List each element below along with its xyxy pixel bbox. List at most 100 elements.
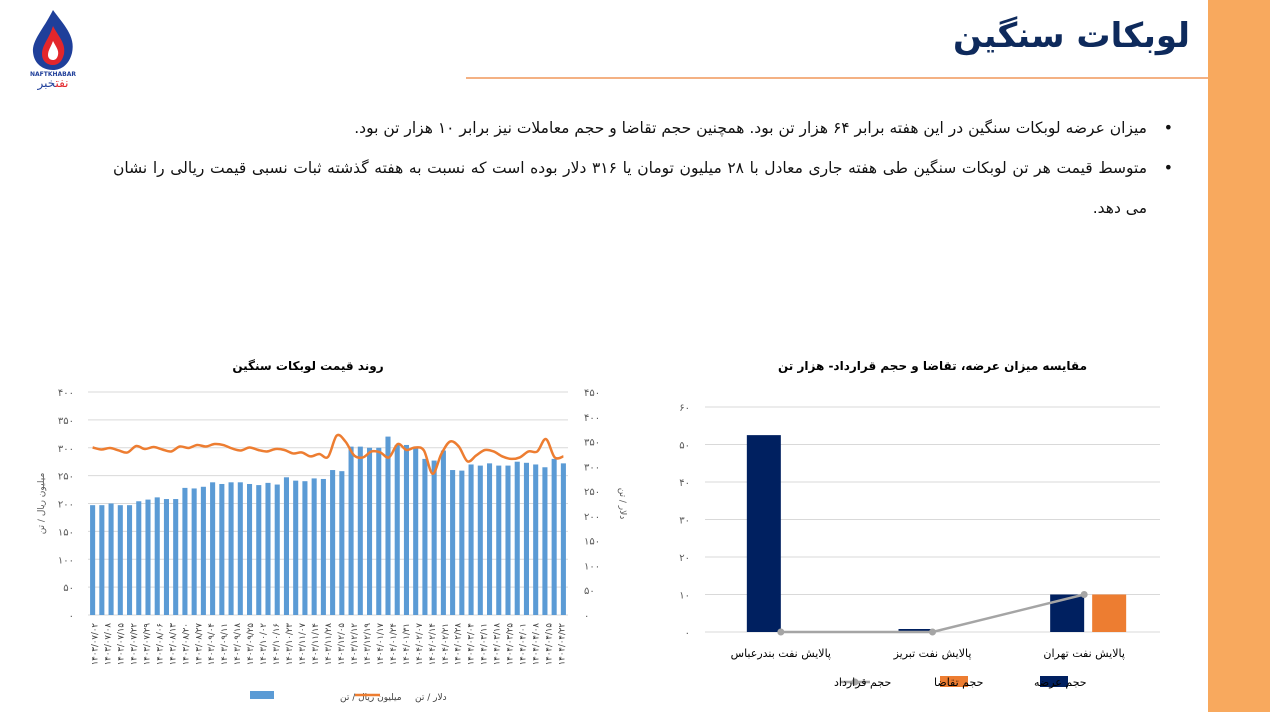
- page-title: لوبکات سنگین: [953, 16, 1190, 56]
- x-tick-label: ۱۴۰۳/۰۷/۰۸: [103, 623, 113, 666]
- bar: [311, 478, 317, 615]
- x-tick-label: ۱۴۰۳/۰۹/۱۱: [220, 623, 230, 665]
- bar: [163, 499, 169, 615]
- x-tick-label: ۱۴۰۴/۰۴/۰۸: [532, 623, 542, 666]
- y-tick-label-right: ۴۰۰: [584, 413, 600, 424]
- y-axis-label-left: میلیون ریال / تن: [37, 473, 47, 535]
- y-tick-label: ۲۰: [679, 553, 690, 564]
- legend-label: میلیون ریال / تن: [340, 693, 402, 703]
- y-tick-label-left: ۴۰۰: [58, 388, 74, 399]
- legend-label: حجم قرارداد: [834, 676, 891, 689]
- bar: [431, 460, 437, 615]
- x-tick-label: ۱۴۰۴/۰۱/۱۷: [376, 623, 386, 666]
- bar: [440, 450, 446, 615]
- x-tick-label: ۱۴۰۳/۰۷/۲۹: [142, 623, 152, 666]
- x-tick-label: پالایش نفت تهران: [1043, 647, 1125, 660]
- x-tick-label: ۱۴۰۳/۰۸/۰۶: [155, 623, 165, 665]
- y-tick-label-right: ۳۰۰: [584, 462, 600, 473]
- x-tick-label: ۱۴۰۴/۰۳/۱۱: [480, 623, 490, 665]
- x-tick-label: ۱۴۰۴/۰۲/۲۸: [454, 623, 464, 666]
- y-tick-label: ۱۰: [679, 591, 690, 602]
- bar: [523, 462, 529, 615]
- x-tick-label: ۱۴۰۳/۱۱/۱۴: [311, 623, 321, 665]
- bar: [746, 435, 781, 632]
- y-tick-label-right: ۳۵۰: [584, 438, 600, 449]
- chart-title: مقایسه میزان عرضه، تقاضا و حجم قرارداد- …: [778, 359, 1087, 374]
- y-tick-label-right: ۴۵۰: [584, 388, 600, 399]
- x-tick-label: ۱۴۰۳/۱۰/۲۳: [285, 623, 295, 666]
- bar: [228, 482, 234, 615]
- y-tick-label-left: ۵۰: [63, 583, 74, 594]
- line-point: [929, 628, 936, 636]
- x-tick-label: ۱۴۰۳/۱۱/۲۸: [324, 623, 334, 666]
- y-tick-label-right: ۱۵۰: [584, 537, 600, 548]
- logo-fa-red: نفت: [54, 76, 68, 90]
- legend-label: حجم تقاضا: [934, 676, 983, 689]
- legend-swatch: [1040, 676, 1068, 687]
- y-tick-label: ۶۰: [679, 403, 690, 414]
- x-tick-label: ۱۴۰۳/۱۲/۱۲: [350, 623, 360, 666]
- bar: [542, 467, 548, 615]
- bar: [127, 505, 133, 615]
- bar: [145, 499, 151, 615]
- bar: [136, 501, 142, 615]
- bar: [487, 463, 493, 615]
- y-tick-label: ۵۰: [679, 441, 690, 452]
- y-tick-label-left: ۲۰۰: [58, 500, 74, 511]
- y-tick-label-right: ۲۰۰: [584, 512, 600, 523]
- x-tick-label: ۱۴۰۴/۰۳/۰۴: [467, 623, 477, 665]
- y-axis-label-right: دلار / تن: [617, 488, 627, 520]
- y-tick-label-left: ۱۰۰: [58, 555, 74, 566]
- bar: [376, 447, 382, 615]
- bar: [219, 483, 225, 615]
- x-tick-label: ۱۴۰۴/۰۲/۲۱: [441, 623, 451, 665]
- x-tick-label: پالایش نفت بندرعباس: [731, 647, 831, 660]
- bar: [1092, 594, 1127, 632]
- x-tick-label: ۱۴۰۳/۰۷/۰۲: [90, 623, 100, 666]
- title-divider: [466, 77, 1208, 79]
- legend-swatch-marker: [851, 678, 859, 686]
- x-tick-label: پالایش نفت تبریز: [893, 647, 972, 660]
- x-tick-label: ۱۴۰۳/۱۱/۰۷: [298, 623, 308, 666]
- line-point: [1080, 591, 1088, 598]
- bullet-dot: •: [1163, 158, 1173, 177]
- y-tick-label-left: ۳۵۰: [58, 416, 74, 427]
- logo-fa-text: نفتخبر: [36, 76, 68, 90]
- bar: [533, 464, 539, 615]
- y-tick-label-left: ۱۵۰: [58, 527, 74, 538]
- x-tick-label: ۱۴۰۴/۰۳/۲۵: [506, 623, 516, 666]
- x-tick-label: ۱۴۰۴/۰۴/۲۲: [558, 623, 568, 666]
- bar: [348, 446, 354, 615]
- bar: [154, 497, 160, 615]
- bar: [283, 477, 289, 615]
- x-tick-label: ۱۴۰۳/۰۹/۲۵: [246, 623, 256, 666]
- bar: [293, 480, 299, 615]
- bar: [496, 465, 502, 615]
- y-tick-label: ۴۰: [679, 478, 690, 489]
- x-tick-label: ۱۴۰۳/۰۸/۱۳: [168, 623, 178, 666]
- x-tick-label: ۱۴۰۴/۰۱/۲۴: [389, 623, 399, 665]
- bar: [339, 471, 345, 615]
- y-tick-label-right: ۲۵۰: [584, 487, 600, 498]
- series-line: [780, 593, 1085, 634]
- y-tick-label: ۳۰: [679, 516, 690, 527]
- bar: [320, 478, 326, 615]
- bar: [265, 482, 271, 615]
- bullet-text: میزان عرضه لوبکات سنگین در این هفته براب…: [354, 119, 1147, 137]
- bar: [367, 447, 373, 615]
- bar: [302, 481, 308, 615]
- bar: [551, 458, 557, 615]
- legend-label: دلار / تن: [415, 693, 447, 703]
- x-tick-label: ۱۴۰۳/۰۹/۱۸: [233, 623, 243, 666]
- bar: [403, 444, 409, 615]
- bar: [191, 488, 197, 615]
- bar: [385, 436, 391, 615]
- y-tick-label-right: ۰: [584, 611, 589, 622]
- bar: [210, 482, 216, 615]
- bar: [200, 486, 206, 615]
- x-tick-label: ۱۴۰۳/۰۸/۲۰: [181, 623, 191, 665]
- logo-latin-text: NAFTKHABAR: [30, 71, 76, 78]
- legend-swatch: [940, 676, 968, 687]
- y-tick-label-right: ۵۰: [584, 586, 595, 597]
- bar: [247, 483, 253, 615]
